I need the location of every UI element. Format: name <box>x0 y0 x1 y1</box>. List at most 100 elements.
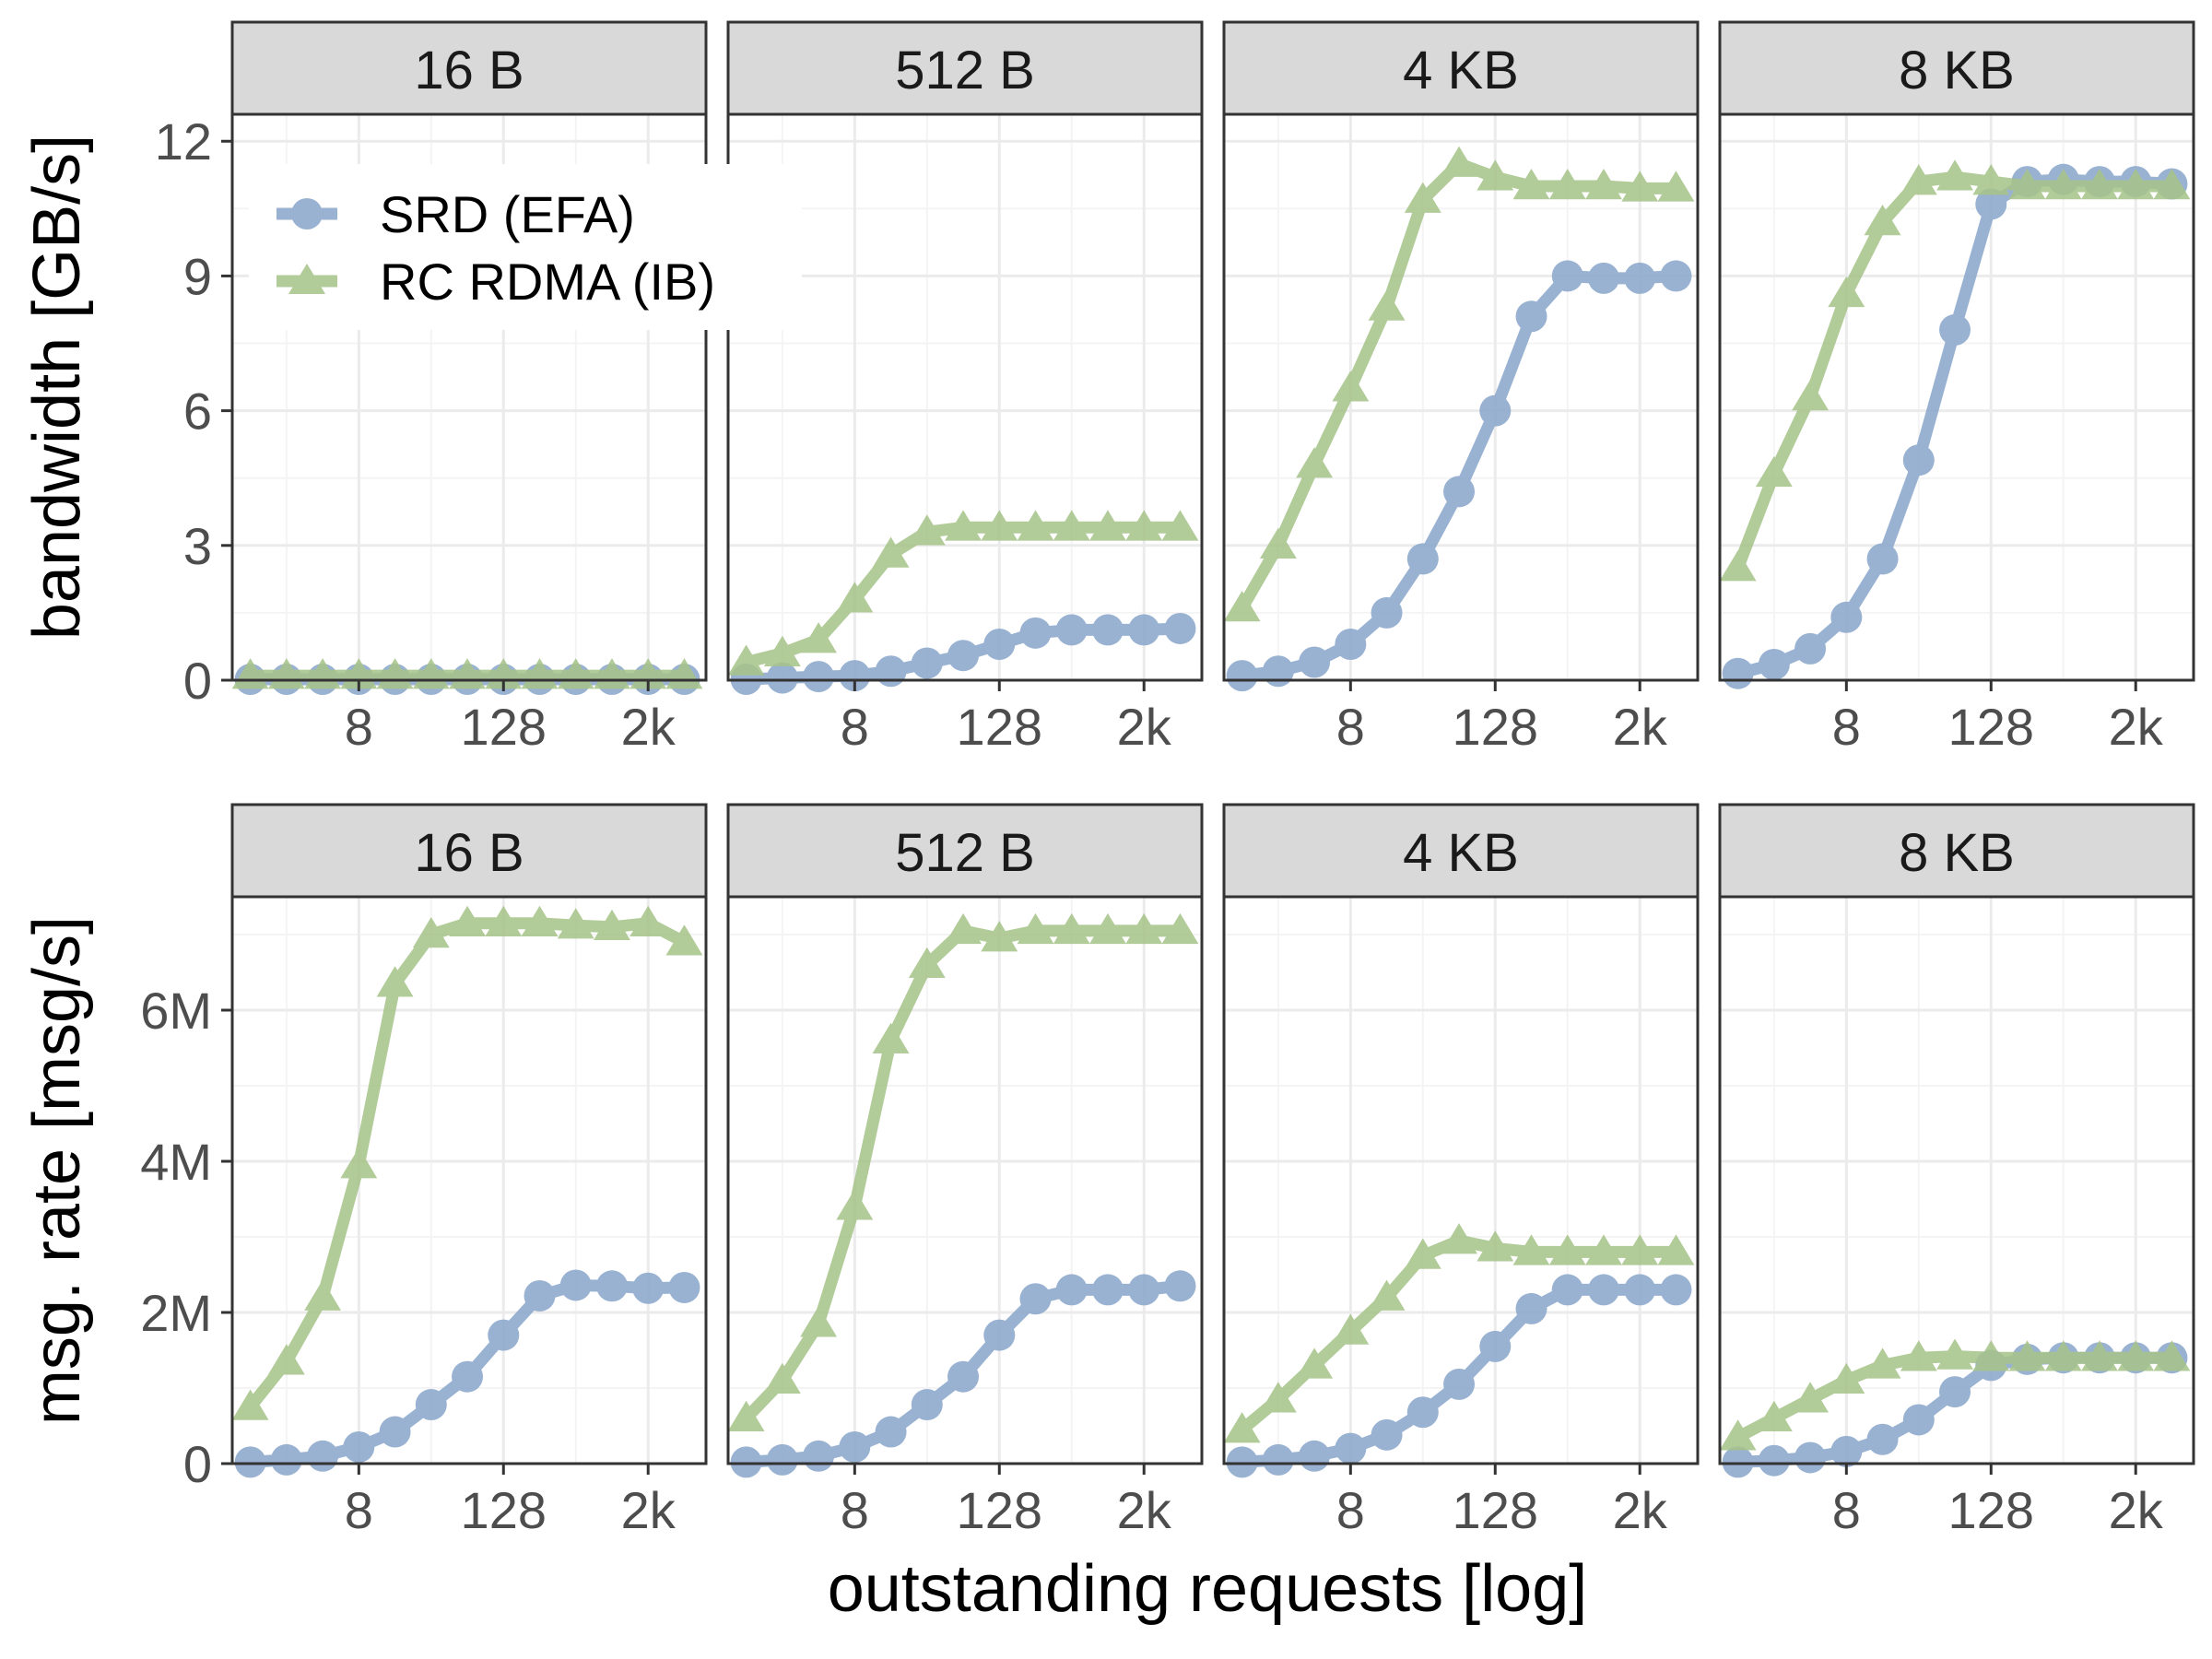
legend-background <box>249 164 802 330</box>
data-point <box>1125 912 1163 945</box>
data-point <box>839 1430 871 1463</box>
data-point <box>1296 1347 1334 1379</box>
data-point <box>1722 657 1754 689</box>
data-point <box>981 921 1018 952</box>
data-point <box>1972 164 2010 195</box>
data-point <box>1299 646 1331 678</box>
data-point <box>1226 660 1258 692</box>
facet-strip-label: 8 KB <box>1899 41 2015 100</box>
data-point <box>911 647 943 679</box>
data-point <box>1091 614 1124 646</box>
data-point <box>1128 1274 1160 1306</box>
facet-strip-label: 512 B <box>895 41 1035 100</box>
data-point <box>1585 168 1622 200</box>
x-tick-label: 8 <box>1336 1481 1365 1539</box>
data-point <box>594 909 630 941</box>
data-point <box>1091 1274 1124 1306</box>
data-point <box>1792 380 1830 411</box>
data-point <box>1866 1423 1899 1455</box>
facet-strip-label: 8 KB <box>1899 823 2015 883</box>
x-tick-label: 2k <box>621 1481 677 1539</box>
facet-strip <box>726 803 1204 899</box>
x-tick-label: 128 <box>1453 698 1538 756</box>
data-point <box>1332 1313 1370 1345</box>
data-point <box>1259 1382 1297 1413</box>
y-tick-label: 4M <box>140 1133 212 1191</box>
data-point <box>270 1443 302 1476</box>
data-point <box>1515 1292 1547 1324</box>
data-point <box>1902 1404 1935 1436</box>
data-point <box>1226 1446 1258 1478</box>
data-point <box>800 1306 838 1337</box>
data-point <box>1441 146 1477 177</box>
data-point <box>1371 1418 1403 1451</box>
data-point <box>1296 447 1334 478</box>
data-point <box>1128 614 1160 646</box>
data-point <box>595 1270 628 1302</box>
data-point <box>1017 912 1054 945</box>
y-tick-label: 3 <box>183 517 212 575</box>
x-tick-label: 8 <box>841 1481 869 1539</box>
data-point <box>1657 171 1695 202</box>
data-point <box>1125 510 1163 541</box>
x-tick-label: 2k <box>1613 1481 1668 1539</box>
data-point <box>2008 168 2046 200</box>
facet-strip-label: 16 B <box>414 823 524 883</box>
data-point <box>1368 1279 1406 1311</box>
legend-key-rc <box>276 264 337 294</box>
data-point <box>1332 371 1370 402</box>
x-tick-label: 2k <box>2109 1481 2164 1539</box>
data-point <box>1939 313 1971 346</box>
data-point <box>1794 632 1827 665</box>
data-point <box>1441 1223 1477 1254</box>
data-point <box>452 1360 484 1393</box>
data-point <box>1755 1400 1793 1432</box>
data-point <box>2008 1340 2046 1371</box>
data-point <box>449 905 486 936</box>
series-rc-rdma-ib <box>231 905 703 1420</box>
panel-msgrate-8kb: 8 KB 8 128 2k <box>1718 803 2195 1539</box>
data-point <box>1406 1396 1439 1429</box>
data-point <box>763 1362 801 1394</box>
data-point <box>267 1344 305 1375</box>
data-point <box>1161 510 1199 541</box>
data-point <box>1624 262 1656 294</box>
data-point <box>1262 1443 1294 1476</box>
data-point <box>1548 168 1586 200</box>
y-tick-label: 0 <box>183 652 212 710</box>
data-point <box>763 635 801 667</box>
data-point <box>1443 476 1476 508</box>
series-srd-efa <box>234 1269 700 1478</box>
data-point <box>1828 276 1865 308</box>
data-point <box>727 644 765 676</box>
x-tick-label: 8 <box>1832 1481 1861 1539</box>
data-point <box>304 1279 342 1311</box>
data-point <box>1621 1234 1659 1265</box>
y-tick-label: 12 <box>155 112 212 171</box>
y-tick-label: 0 <box>183 1435 212 1493</box>
data-point <box>485 905 523 936</box>
series-srd-efa <box>730 1270 1196 1478</box>
data-point <box>488 1319 520 1351</box>
data-point <box>1368 289 1406 321</box>
data-point <box>1443 1368 1476 1400</box>
data-point <box>839 660 871 692</box>
series-srd-efa <box>730 612 1196 696</box>
data-point <box>1477 1230 1514 1262</box>
data-point <box>1259 527 1297 559</box>
data-point <box>1866 543 1899 575</box>
data-point <box>1161 912 1199 945</box>
data-point <box>1019 617 1052 649</box>
series-rc-rdma-ib <box>727 510 1199 676</box>
data-point <box>836 1189 874 1220</box>
data-point <box>1479 1330 1512 1362</box>
data-point <box>908 947 946 979</box>
y-tick-label: 6M <box>140 982 212 1040</box>
data-point <box>1477 159 1514 191</box>
x-tick-label: 8 <box>841 698 869 756</box>
x-tick-label: 2k <box>1117 698 1172 756</box>
data-point <box>1404 1238 1441 1269</box>
data-point <box>800 622 838 653</box>
data-point <box>1551 1274 1583 1306</box>
